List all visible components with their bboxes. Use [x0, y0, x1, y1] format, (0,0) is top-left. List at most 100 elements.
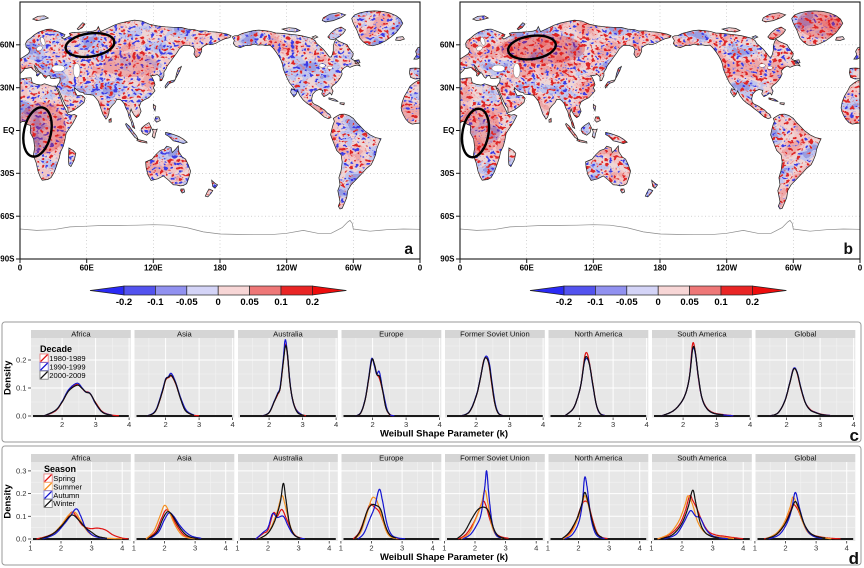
svg-text:Europe: Europe — [379, 330, 404, 339]
svg-text:1: 1 — [649, 544, 653, 553]
svg-text:-0.05: -0.05 — [176, 297, 198, 308]
svg-text:-0.2: -0.2 — [116, 297, 132, 308]
svg-text:0: 0 — [18, 264, 23, 273]
svg-text:0.1: 0.1 — [274, 297, 288, 308]
svg-text:30N: 30N — [0, 83, 15, 92]
svg-text:0.0: 0.0 — [16, 412, 27, 421]
svg-text:Weibull Shape Parameter (k): Weibull Shape Parameter (k) — [380, 429, 508, 440]
svg-text:0.3: 0.3 — [16, 467, 27, 476]
svg-text:2: 2 — [266, 544, 270, 553]
svg-text:2: 2 — [267, 420, 271, 429]
svg-text:0: 0 — [858, 264, 863, 273]
svg-text:120E: 120E — [144, 264, 163, 273]
svg-text:3: 3 — [814, 544, 818, 553]
svg-text:0.2: 0.2 — [16, 489, 27, 498]
svg-text:3: 3 — [93, 420, 97, 429]
svg-text:Winter: Winter — [53, 499, 75, 508]
svg-text:1: 1 — [753, 544, 757, 553]
svg-text:2: 2 — [576, 544, 580, 553]
svg-text:60N: 60N — [440, 40, 455, 49]
svg-text:1: 1 — [339, 544, 343, 553]
svg-text:60N: 60N — [0, 40, 15, 49]
svg-text:60E: 60E — [520, 264, 535, 273]
svg-text:Summer: Summer — [53, 482, 82, 491]
svg-text:0: 0 — [656, 297, 661, 308]
svg-text:1: 1 — [235, 544, 239, 553]
svg-text:4: 4 — [644, 420, 648, 429]
svg-text:South America: South America — [677, 454, 727, 463]
svg-text:0: 0 — [216, 297, 221, 308]
svg-text:3: 3 — [404, 420, 408, 429]
svg-text:-0.1: -0.1 — [587, 297, 604, 308]
svg-text:90S: 90S — [440, 255, 455, 264]
svg-text:2: 2 — [783, 544, 787, 553]
svg-text:Africa: Africa — [71, 330, 91, 339]
svg-text:Australia: Australia — [273, 330, 303, 339]
svg-text:2: 2 — [162, 544, 166, 553]
svg-text:3: 3 — [296, 544, 300, 553]
svg-text:4: 4 — [230, 420, 234, 429]
svg-text:Weibull Shape Parameter (k): Weibull Shape Parameter (k) — [380, 552, 508, 563]
svg-text:2000-2009: 2000-2009 — [49, 371, 85, 380]
svg-text:0.05: 0.05 — [240, 297, 259, 308]
svg-text:4: 4 — [431, 544, 435, 553]
svg-text:Density: Density — [3, 484, 14, 519]
svg-text:a: a — [404, 241, 413, 258]
svg-text:-0.05: -0.05 — [616, 297, 638, 308]
svg-text:Season: Season — [44, 464, 76, 474]
svg-text:Global: Global — [794, 330, 816, 339]
svg-text:4: 4 — [334, 420, 338, 429]
svg-text:Asia: Asia — [177, 454, 193, 463]
svg-text:120W: 120W — [716, 264, 737, 273]
svg-text:4: 4 — [437, 420, 441, 429]
svg-text:3: 3 — [714, 420, 718, 429]
svg-text:4: 4 — [327, 544, 331, 553]
svg-text:0.1: 0.1 — [16, 384, 27, 393]
svg-text:0.0: 0.0 — [16, 535, 27, 544]
svg-text:1: 1 — [28, 544, 32, 553]
svg-text:Asia: Asia — [177, 330, 193, 339]
svg-text:EQ: EQ — [3, 126, 15, 135]
svg-text:3: 3 — [400, 544, 404, 553]
svg-text:1: 1 — [546, 544, 550, 553]
svg-text:180: 180 — [213, 264, 227, 273]
svg-text:4: 4 — [541, 420, 545, 429]
svg-text:120E: 120E — [584, 264, 603, 273]
svg-text:180: 180 — [653, 264, 667, 273]
svg-text:0: 0 — [418, 264, 423, 273]
svg-text:4: 4 — [224, 544, 228, 553]
svg-text:60S: 60S — [0, 212, 15, 221]
svg-text:Decade: Decade — [40, 344, 72, 354]
svg-text:60W: 60W — [785, 264, 802, 273]
svg-text:4: 4 — [638, 544, 642, 553]
svg-text:60E: 60E — [80, 264, 95, 273]
svg-text:1980-1989: 1980-1989 — [49, 354, 85, 363]
svg-text:Europe: Europe — [379, 454, 404, 463]
svg-text:d: d — [849, 549, 859, 568]
svg-text:2: 2 — [59, 544, 63, 553]
svg-text:4: 4 — [534, 544, 538, 553]
svg-text:Former Soviet Union: Former Soviet Union — [460, 330, 530, 339]
svg-text:-0.2: -0.2 — [556, 297, 572, 308]
svg-text:c: c — [850, 426, 859, 445]
svg-text:Global: Global — [794, 454, 816, 463]
svg-text:0.2: 0.2 — [16, 356, 27, 365]
svg-text:3: 3 — [507, 420, 511, 429]
svg-text:3: 3 — [300, 420, 304, 429]
svg-text:120W: 120W — [276, 264, 297, 273]
svg-text:1990-1999: 1990-1999 — [49, 363, 85, 372]
svg-text:2: 2 — [370, 420, 374, 429]
svg-text:Spring: Spring — [53, 474, 75, 483]
svg-text:2: 2 — [474, 420, 478, 429]
svg-text:Density: Density — [3, 360, 14, 395]
svg-text:60W: 60W — [345, 264, 362, 273]
svg-text:b: b — [844, 241, 853, 258]
svg-text:Autumn: Autumn — [53, 491, 79, 500]
svg-text:0.2: 0.2 — [306, 297, 319, 308]
svg-text:3: 3 — [607, 544, 611, 553]
svg-text:Former Soviet Union: Former Soviet Union — [460, 454, 530, 463]
svg-text:4: 4 — [851, 420, 855, 429]
svg-text:0.1: 0.1 — [16, 512, 27, 521]
svg-text:3: 3 — [611, 420, 615, 429]
svg-text:1: 1 — [442, 544, 446, 553]
